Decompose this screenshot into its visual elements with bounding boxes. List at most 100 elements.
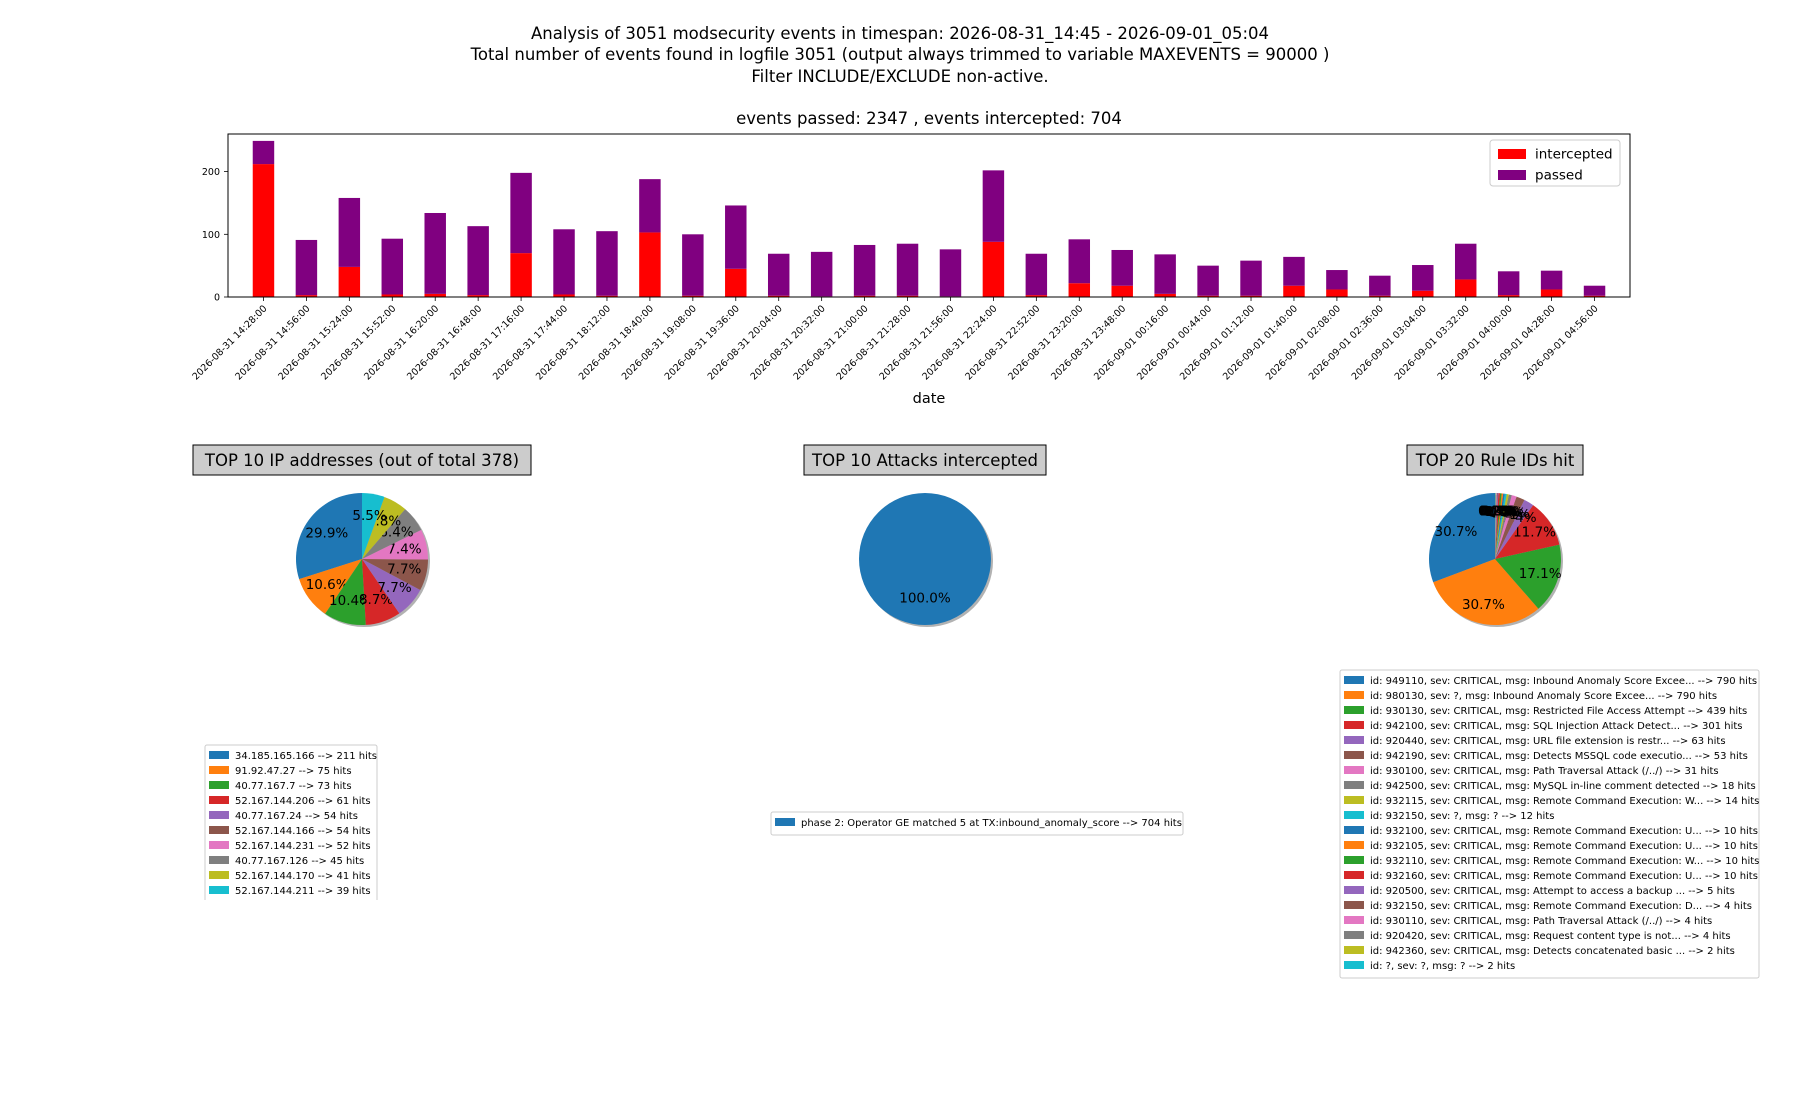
pie-pct-label: 0.4%	[1482, 504, 1516, 520]
bar-passed	[1497, 271, 1520, 296]
pie-pct-label: 0.1%	[1478, 503, 1512, 519]
legend-swatch	[1344, 796, 1364, 804]
pie-slice	[296, 493, 362, 580]
legend-swatch	[209, 796, 229, 804]
legend-label: id: 932150, sev: ?, msg: ? --> 12 hits	[1370, 811, 1554, 822]
legend-label: 52.167.144.211 --> 39 hits	[235, 886, 371, 897]
x-tick-label: 2026-08-31 17:44:00	[491, 303, 570, 382]
pie-slice	[362, 496, 406, 559]
x-tick-label: 2026-08-31 19:08:00	[620, 303, 699, 382]
figure-title-line-3: Filter INCLUDE/EXCLUDE non-active.	[751, 67, 1049, 86]
bar-intercepted	[1025, 295, 1048, 297]
legend-label: id: 942100, sev: CRITICAL, msg: SQL Inje…	[1370, 721, 1743, 732]
x-tick-label: 2026-08-31 14:28:00	[190, 303, 269, 382]
pie-slice	[1495, 493, 1504, 559]
pie-title-box	[1406, 444, 1584, 476]
bar-passed	[682, 234, 704, 296]
pie-title: TOP 20 Rule IDs hit	[1415, 451, 1575, 470]
bar-passed	[1197, 265, 1219, 296]
legend-swatch	[1344, 766, 1364, 774]
legend-label: id: 930130, sev: CRITICAL, msg: Restrict…	[1370, 706, 1747, 717]
x-tick-label: 2026-08-31 20:32:00	[749, 303, 828, 382]
pie-slice	[1495, 505, 1560, 559]
pie-pct-label: 5.5%	[352, 508, 386, 524]
legend-label: 40.77.167.24 --> 54 hits	[235, 811, 358, 822]
legend-swatch	[1344, 691, 1364, 699]
legend-label: 40.77.167.126 --> 45 hits	[235, 856, 364, 867]
bar-passed	[1369, 275, 1391, 296]
pie-pct-label: 0.5%	[1486, 504, 1520, 520]
bar-passed	[338, 197, 361, 267]
legend-label: id: 920420, sev: CRITICAL, msg: Request …	[1370, 931, 1731, 942]
legend-swatch	[1344, 826, 1364, 834]
y-tick-label: 200	[202, 167, 220, 178]
bar-passed	[1326, 270, 1348, 290]
bar-passed	[424, 212, 446, 294]
legend-label: id: 932100, sev: CRITICAL, msg: Remote C…	[1370, 826, 1758, 837]
x-tick-label: 2026-09-01 02:36:00	[1307, 303, 1386, 382]
legend-swatch	[1344, 871, 1364, 879]
bar-passed	[725, 205, 747, 269]
pie-pct-label: 100.0%	[899, 591, 951, 607]
x-tick-label: 2026-09-01 04:00:00	[1436, 303, 1515, 382]
x-tick-label: 2026-08-31 21:56:00	[877, 303, 956, 382]
pie-title-box	[192, 444, 532, 476]
legend-swatch	[1344, 721, 1364, 729]
pie-pct-label: 0.4%	[1484, 504, 1518, 520]
legend-label: id: 942360, sev: CRITICAL, msg: Detects …	[1370, 946, 1735, 957]
legend-swatch	[1344, 856, 1364, 864]
x-tick-label: 2026-08-31 15:52:00	[319, 303, 398, 382]
legend-label: id: 932115, sev: CRITICAL, msg: Remote C…	[1370, 796, 1759, 807]
bar-intercepted	[338, 266, 361, 297]
bar-intercepted	[295, 295, 318, 297]
pie-pct-label: 7.7%	[377, 580, 411, 596]
pie-pct-label: 7.4%	[387, 541, 421, 557]
legend-swatch	[1344, 946, 1364, 954]
bar-passed	[939, 249, 962, 297]
x-tick-label: 2026-08-31 16:20:00	[362, 303, 441, 382]
bar-intercepted	[252, 164, 275, 297]
pie-pct-label: 29.9%	[305, 525, 348, 541]
pie-pct-label: 0.1%	[1478, 503, 1512, 519]
legend-swatch	[1344, 706, 1364, 714]
x-tick-label: 2026-08-31 14:56:00	[233, 303, 312, 382]
bar-intercepted	[553, 294, 575, 297]
pie-title-box	[803, 444, 1047, 476]
x-tick-label: 2026-09-01 00:44:00	[1135, 303, 1214, 382]
legend-label: 34.185.165.166 --> 211 hits	[235, 751, 377, 762]
legend-swatch	[775, 818, 795, 826]
legend-swatch	[1344, 751, 1364, 759]
bar-intercepted	[896, 295, 919, 297]
bar-intercepted	[1583, 295, 1606, 297]
legend-label: id: 942190, sev: CRITICAL, msg: Detects …	[1370, 751, 1748, 762]
pie-slice	[362, 529, 429, 560]
bar-intercepted	[1111, 285, 1133, 297]
bar-passed	[553, 229, 575, 295]
legend-swatch	[209, 826, 229, 834]
legend-swatch	[1344, 916, 1364, 924]
bar-passed	[1412, 265, 1434, 291]
x-tick-label: 2026-09-01 04:28:00	[1479, 303, 1558, 382]
pie-slice	[1433, 559, 1539, 625]
legend-swatch	[1344, 736, 1364, 744]
x-tick-label: 2026-08-31 15:24:00	[276, 303, 355, 382]
pie-slice	[325, 559, 366, 625]
bar-passed	[639, 179, 661, 233]
bar-intercepted	[1412, 290, 1434, 297]
legend-label: passed	[1535, 168, 1583, 184]
legend-swatch	[209, 766, 229, 774]
legend-swatch	[1344, 886, 1364, 894]
x-tick-label: 2026-08-31 20:04:00	[706, 303, 785, 382]
top-attacks-pie-chart: TOP 10 Attacks intercepted 100.0% phase 2:…	[770, 444, 1184, 836]
pie-pct-label: 0.2%	[1480, 504, 1514, 520]
x-tick-label: 2026-08-31 21:28:00	[835, 303, 914, 382]
legend-label: 40.77.167.7 --> 73 hits	[235, 781, 352, 792]
x-axis-label: date	[913, 391, 946, 407]
top-rules-pie-chart: TOP 20 Rule IDs hit30.7%30.7%17.1%11.7%2…	[1339, 444, 1760, 979]
pie-slice	[362, 559, 428, 590]
bar-intercepted	[596, 295, 618, 297]
bar-intercepted	[1540, 289, 1563, 297]
bar-intercepted	[682, 295, 704, 297]
legend-label: id: 930110, sev: CRITICAL, msg: Path Tra…	[1370, 916, 1712, 927]
x-tick-label: 2026-09-01 04:56:00	[1522, 303, 1601, 382]
